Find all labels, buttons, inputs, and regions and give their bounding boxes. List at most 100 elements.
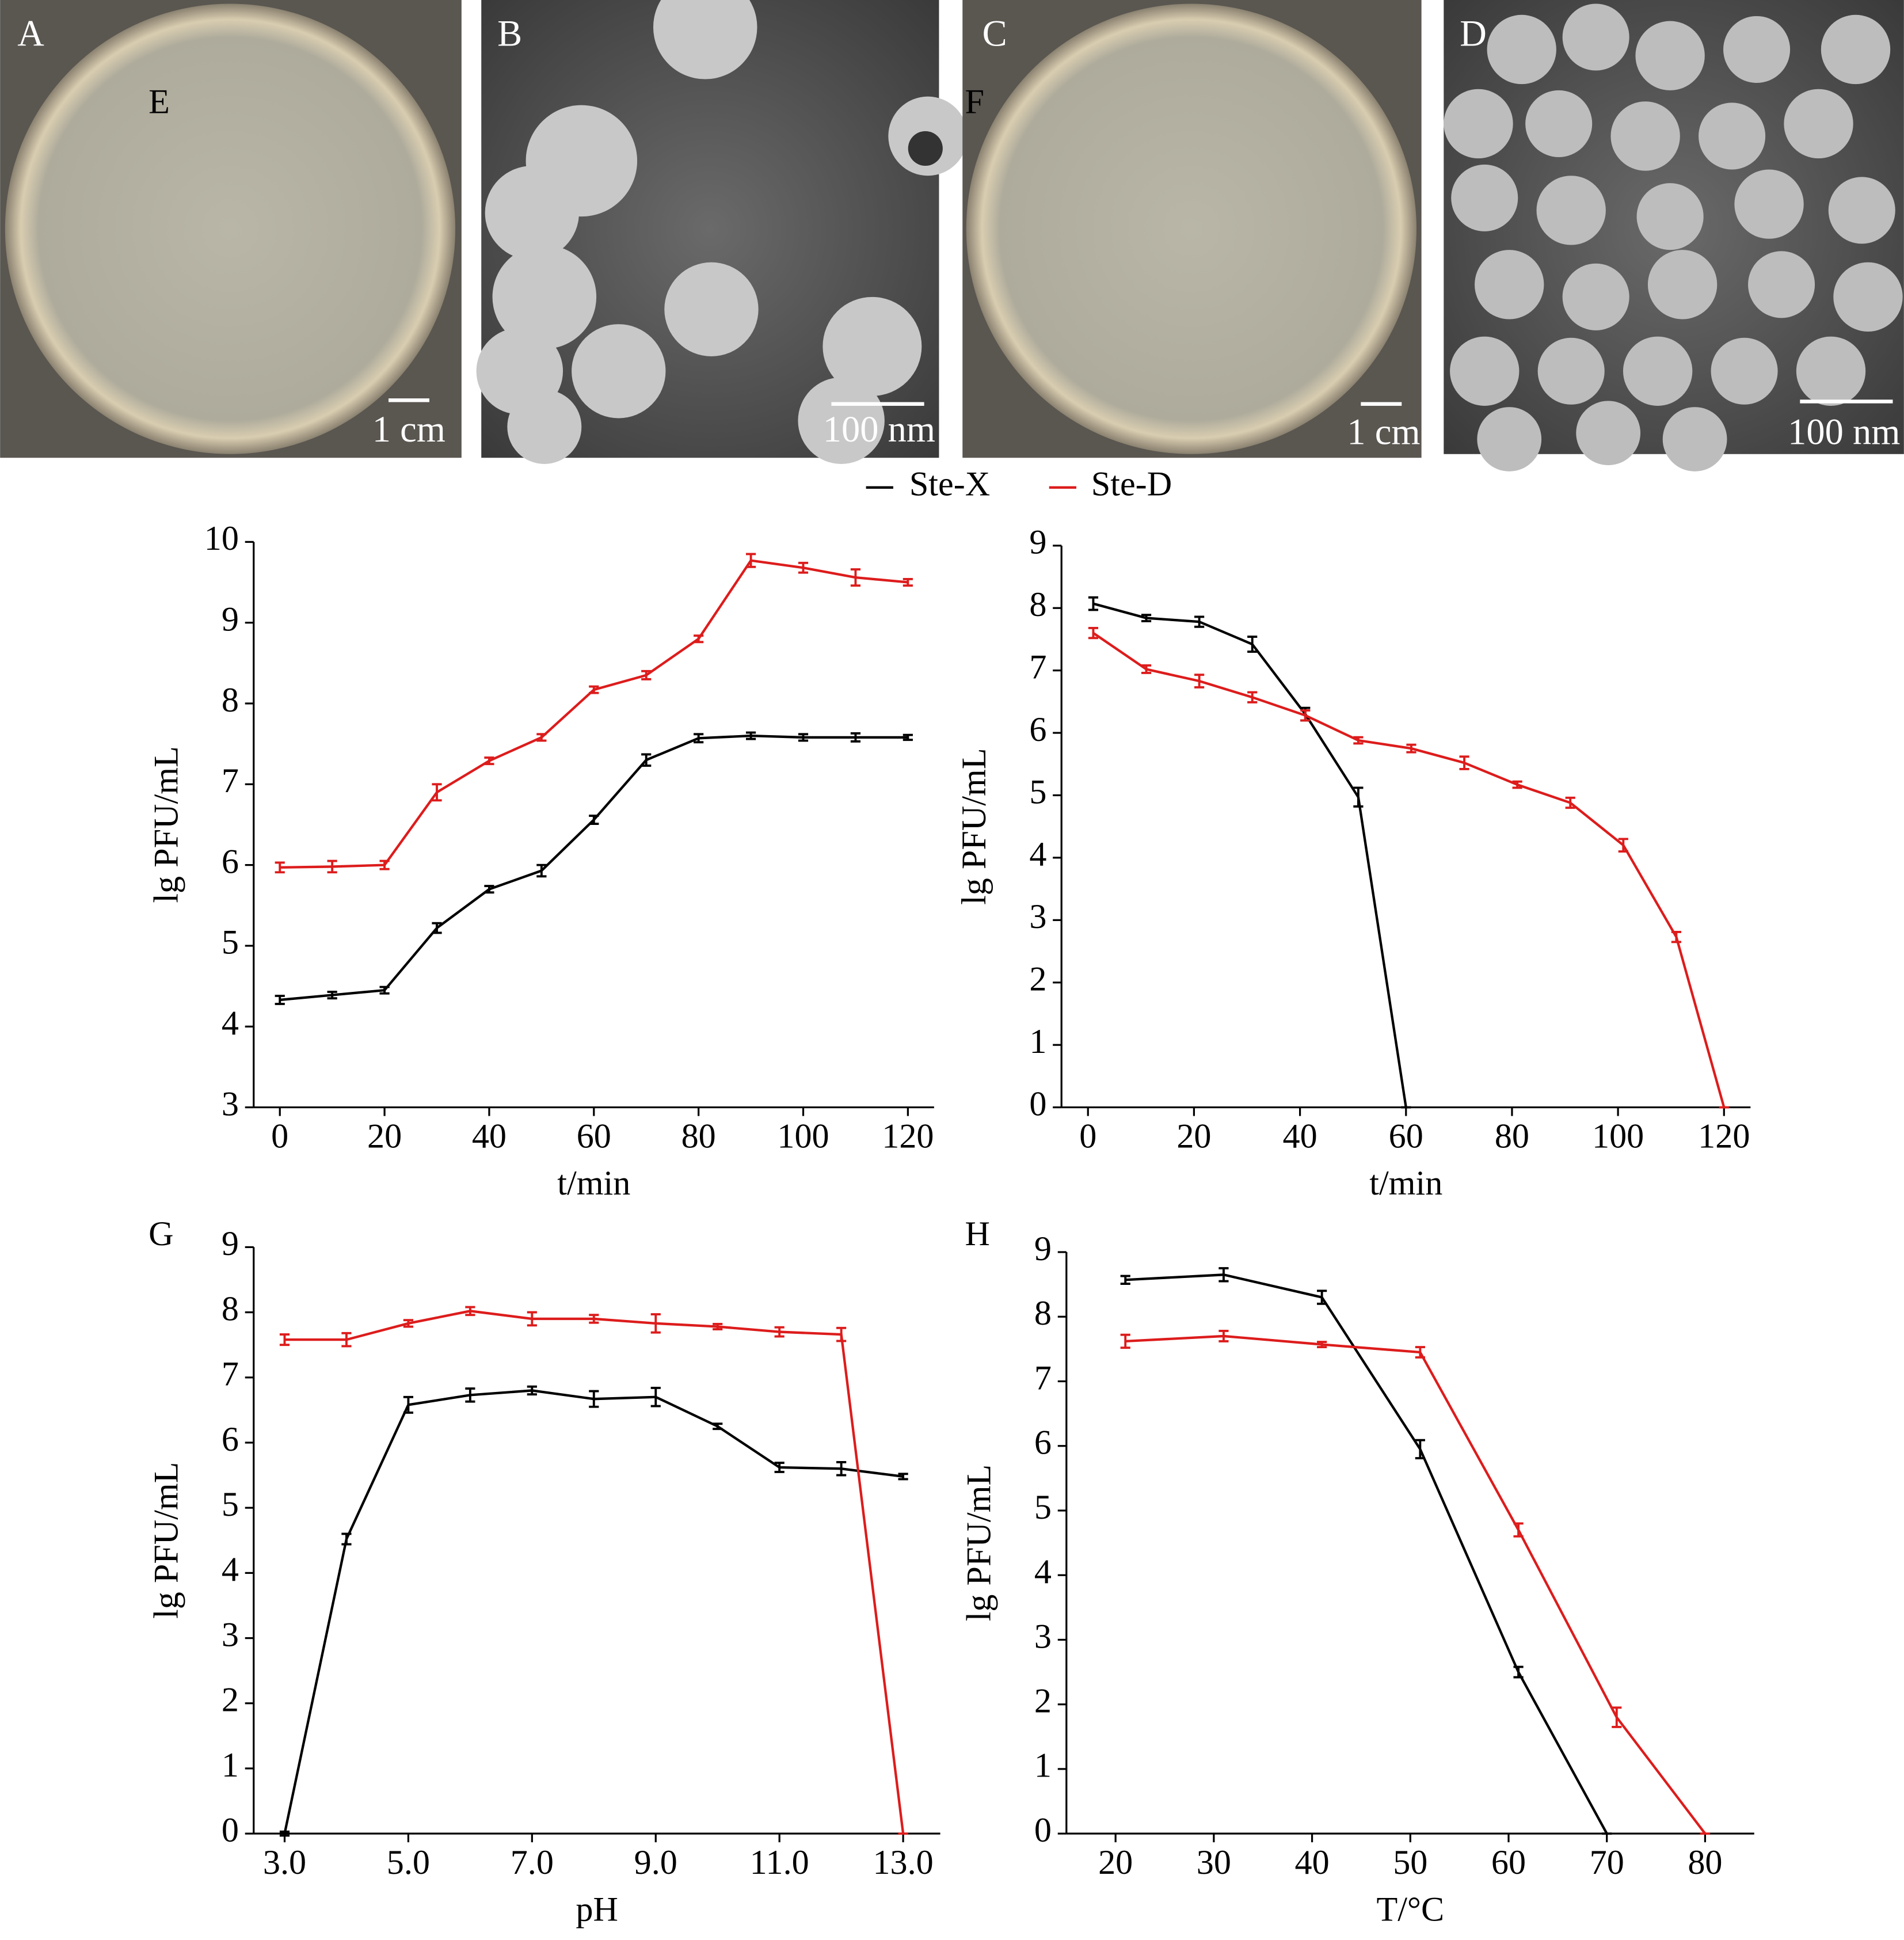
error-bar [850, 568, 861, 587]
error-bar [279, 1333, 290, 1346]
photo-a: A 1 cm [0, 0, 462, 458]
error-bar [1194, 674, 1205, 688]
error-bar [1612, 1706, 1622, 1728]
scale-bar [1361, 402, 1402, 406]
x-tick-label: 20 [367, 1117, 402, 1155]
x-tick-label: 120 [882, 1117, 934, 1155]
error-bar [1415, 1346, 1425, 1359]
error-bar [403, 1395, 414, 1414]
error-bar [1218, 1330, 1229, 1342]
scale-label: 100 nm [1788, 411, 1900, 452]
scale-label: 1 cm [372, 409, 445, 450]
error-bar [1141, 664, 1152, 674]
error-bar [527, 1311, 537, 1327]
error-bar [1353, 786, 1364, 808]
error-bar [650, 1386, 661, 1408]
error-bar [898, 1473, 908, 1481]
photo-c: C 1 cm [962, 0, 1422, 458]
y-tick-label: 4 [1034, 1553, 1052, 1591]
chart: 0 1 2 3 4 5 6 7 8 9 20 30 40 50 60 70 80 T/°C lg PFU/mL H [959, 1215, 1754, 1929]
y-tick-label: 2 [1034, 1682, 1052, 1721]
y-tick-label: 0 [1034, 1811, 1052, 1850]
error-bar [432, 783, 442, 802]
x-tick-label: 50 [1393, 1843, 1427, 1882]
error-bar [798, 561, 809, 574]
x-tick-label: 40 [472, 1117, 507, 1155]
panel-label: G [148, 1215, 173, 1253]
error-bar [774, 1326, 785, 1338]
series-line [1125, 1273, 1608, 1835]
error-bar [745, 553, 756, 568]
x-tick-label: 120 [1698, 1117, 1750, 1155]
x-tick-label: 100 [777, 1117, 829, 1155]
error-bar [836, 1461, 847, 1477]
error-bar [341, 1332, 352, 1348]
panel-label: C [983, 13, 1007, 54]
petri-dish [966, 3, 1417, 454]
x-tick-label: 20 [1176, 1117, 1211, 1155]
error-bar [1120, 1333, 1130, 1349]
x-tick-label: 3.0 [263, 1843, 306, 1882]
x-axis-label: pH [576, 1890, 618, 1929]
y-axis-label: lg PFU/mL [147, 746, 185, 903]
scale-bar [389, 398, 429, 402]
y-tick-label: 5 [222, 1485, 239, 1524]
error-bar [275, 861, 285, 874]
panel-label: E [148, 82, 170, 121]
error-bar [1618, 838, 1628, 853]
error-bar [327, 859, 337, 874]
error-bar [650, 1313, 661, 1334]
error-bar [1120, 1275, 1130, 1285]
x-axis-label: T/°C [1376, 1890, 1444, 1929]
y-tick-label: 7 [1029, 648, 1046, 686]
error-bar [903, 733, 913, 741]
error-bar [903, 577, 913, 587]
y-tick-label: 0 [222, 1811, 239, 1850]
y-tick-label: 3 [1034, 1617, 1052, 1656]
error-bar [327, 990, 337, 1000]
x-tick-label: 20 [1098, 1843, 1133, 1882]
error-bar [536, 864, 547, 878]
x-tick-label: 100 [1592, 1117, 1644, 1155]
series-line [280, 734, 908, 1002]
particle-core [908, 131, 943, 166]
error-bar [745, 731, 756, 740]
error-bar [589, 1314, 599, 1324]
panel-label: F [965, 82, 984, 121]
y-tick-label: 7 [1034, 1359, 1052, 1397]
error-bar [379, 859, 390, 870]
y-tick-label: 1 [1034, 1747, 1052, 1785]
x-tick-label: 0 [1079, 1117, 1096, 1155]
error-bar [527, 1385, 537, 1396]
x-tick-label: 11.0 [750, 1843, 809, 1882]
series-line [1092, 602, 1407, 1108]
error-bar [275, 994, 285, 1005]
error-bar [694, 733, 704, 744]
y-tick-label: 6 [222, 842, 239, 881]
x-tick-label: 80 [1688, 1843, 1722, 1882]
legend-label: Ste-X [909, 465, 990, 504]
error-bar [1247, 636, 1258, 653]
y-tick-label: 3 [1029, 897, 1046, 936]
y-tick-label: 3 [222, 1615, 239, 1654]
error-bar [379, 986, 390, 995]
error-bar [1141, 614, 1152, 622]
y-tick-label: 6 [1029, 710, 1046, 749]
x-tick-label: 5.0 [387, 1843, 430, 1882]
y-tick-label: 9 [1029, 523, 1046, 562]
series-line [284, 1310, 905, 1834]
error-bar [589, 1390, 599, 1408]
y-tick-label: 9 [1034, 1230, 1052, 1268]
series-line [1125, 1334, 1707, 1835]
error-bar [1218, 1267, 1229, 1283]
y-tick-label: 9 [222, 1224, 239, 1263]
y-tick-label: 8 [1029, 585, 1046, 624]
error-bar [1194, 615, 1205, 628]
error-bar [1513, 1522, 1524, 1538]
x-tick-label: 60 [1491, 1843, 1526, 1882]
error-bar [1353, 736, 1364, 745]
x-tick-label: 80 [1495, 1117, 1529, 1155]
x-tick-label: 80 [681, 1117, 716, 1155]
particles [1444, 3, 1903, 471]
